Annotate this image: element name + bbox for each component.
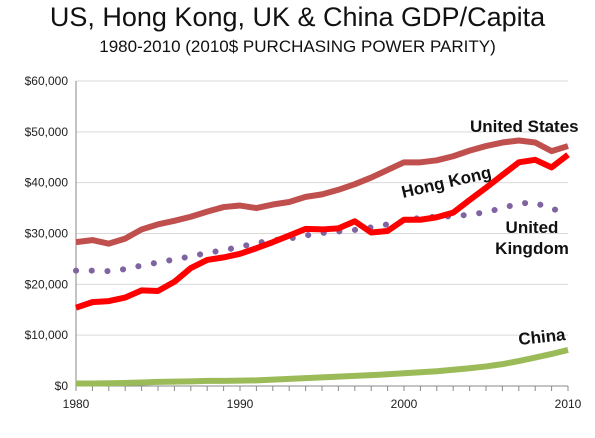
x-tick-label: 1980 — [63, 397, 90, 411]
y-tick-label: $10,000 — [25, 328, 69, 342]
y-tick-label: $30,000 — [25, 227, 69, 241]
chart-subtitle: 1980-2010 (2010$ PURCHASING POWER PARITY… — [99, 37, 496, 56]
y-tick-label: $60,000 — [25, 74, 69, 88]
y-tick-label: $50,000 — [25, 125, 69, 139]
series-line-hong-kong — [75, 152, 570, 311]
y-tick-label: $20,000 — [25, 277, 69, 291]
chart-title: US, Hong Kong, UK & China GDP/Capita — [49, 2, 546, 32]
series-label-united-kingdom: United Kingdom — [495, 218, 569, 258]
axes: $0 $10,000 $20,000 $30,000 $40,000 $50,000 $60… — [25, 74, 582, 411]
series-label-china: China — [517, 325, 566, 349]
series-line-united-states — [75, 137, 569, 247]
x-tick-label: 1990 — [227, 397, 254, 411]
series-lines — [73, 137, 571, 387]
x-tick-label: 2010 — [555, 397, 582, 411]
x-tick-label: 2000 — [391, 397, 418, 411]
gridlines — [76, 80, 568, 336]
y-tick-label: $40,000 — [25, 176, 69, 190]
series-line-united-kingdom — [73, 199, 571, 275]
series-line-china — [76, 346, 569, 387]
y-tick-label: $0 — [55, 379, 69, 393]
series-label-united-states: United States — [470, 117, 579, 136]
